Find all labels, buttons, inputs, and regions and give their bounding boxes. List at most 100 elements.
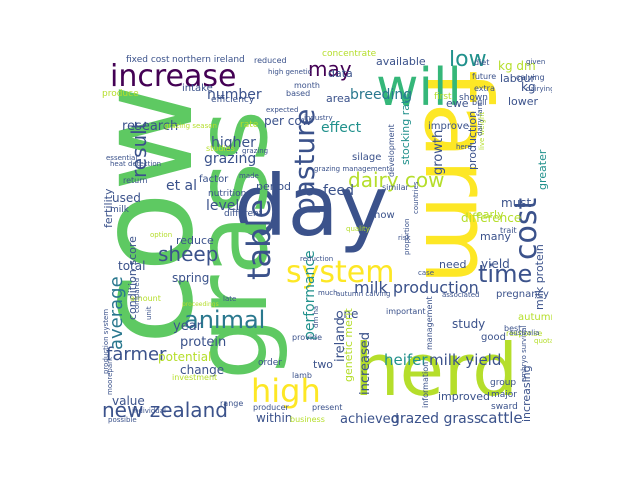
word-bull: bull [472,98,487,107]
word-sward: sward [491,402,518,412]
word-reduce: reduce [176,234,214,247]
word-return: return [123,176,147,185]
word-heat-detection: heat detection [110,160,161,168]
word-period: period [256,180,291,193]
word-improved: improved [438,390,490,403]
word-response: response [506,329,542,338]
word-day: day [234,157,389,255]
word-one: one [336,307,358,321]
word-amount: amount [130,294,161,303]
word-genetic-merit: genetic merit [342,308,355,382]
word-farmer: farmer [106,344,167,365]
word-milk: milk [110,205,130,215]
word-increased: increased [358,332,373,395]
word-business: business [290,415,325,424]
word-will: will [376,58,462,118]
word-management: management [425,296,434,350]
word-efficiency: efficiency [211,95,255,105]
word-value: value [112,394,145,408]
word-improve: improve [428,121,469,132]
word-pregnancy-rate: pregnancy rate [496,289,552,300]
word-average: average [106,276,127,350]
word-new-zealand: new zealand [102,398,228,422]
word-available: available [376,55,426,68]
word-grass: grass [173,110,290,380]
word-grazing: grazing [204,151,256,167]
word-animal: animal [184,306,265,334]
word-essential: essential [106,154,137,162]
word-growth: growth [431,130,446,175]
word-high-genetic: high genetic [268,68,312,76]
word-embryo-survival: embryo survival [520,325,528,382]
word-cost: cost [509,198,544,260]
word-table: table [240,199,278,280]
word-ewe: ewe [446,97,469,110]
word-moorepark: moorepark [106,356,114,395]
word-expected: expected [266,106,298,114]
word-compared: compared [133,278,141,313]
word-within: within [256,411,292,425]
word-grazed-grass: grazed grass [391,411,481,427]
word-spring: spring [172,271,209,285]
word-individual: individual [132,407,166,415]
word-provide: provide [292,333,322,342]
word-information: information [421,362,430,408]
word-lower: lower [508,95,539,108]
word-intake: intake [182,83,213,94]
word-research: research [122,119,178,134]
word-kg-dm: kg dm [498,59,536,73]
word-effect: effect [321,120,362,136]
word-cow: cow [96,84,223,345]
word-yield: yield [481,257,510,271]
word-australia: australia [509,329,539,337]
word-study: study [452,317,485,331]
word-silage: silage [352,152,381,163]
word-low: low [449,50,487,72]
word-system: system [286,255,394,290]
word-shown: shown [459,93,488,103]
word-milk-protein: milk protein [533,244,546,310]
word-future: future [472,72,496,81]
word-early: early [476,208,504,221]
word-year: year [173,319,203,334]
word-late: late [223,295,236,303]
word-dairying: dairying [526,85,552,93]
word-best: best [504,324,521,333]
word-used: used [112,191,141,205]
word-increasing: increasing [520,365,533,422]
word-farm: farm [404,70,511,285]
word-need: need [439,258,467,271]
word-change: change [180,363,224,377]
word-result: result [127,121,151,178]
word-option: option [150,231,172,239]
word-greater: greater [536,149,549,190]
word-achieved: achieved [340,412,399,427]
word-range: range [220,399,243,408]
word-producer: producer [253,403,290,412]
word-number: number [207,87,262,103]
word-increase: increase [110,59,236,94]
word-good: good [481,332,506,343]
word-breeding: breeding [350,87,412,103]
word-autumn-calving: autumn calving [336,290,390,298]
word-based: based [286,89,310,98]
word-proportion: proportion [403,219,411,255]
word-grazing: grazing [242,147,268,155]
word-fixed-cost: fixed cost [126,55,170,65]
word-performance: performance [302,250,318,340]
word-condition-score: condition score [126,236,139,320]
word-present: present [312,403,342,412]
word-live-weight: live weight [478,112,486,150]
word-month: month [294,81,320,90]
word-ireland: ireland [333,317,348,362]
word-per-cow: per cow [264,114,312,128]
word-potential: potential [158,350,211,364]
word-cattle: cattle [480,409,523,427]
word-level: level [206,198,239,214]
word-stocking-rate: stocking rate [399,93,412,165]
word-production: production [466,111,479,170]
word-reduction: reduction [300,255,333,263]
word-protein: protein [180,335,226,350]
word-dm-ha: dm ha [312,306,320,328]
